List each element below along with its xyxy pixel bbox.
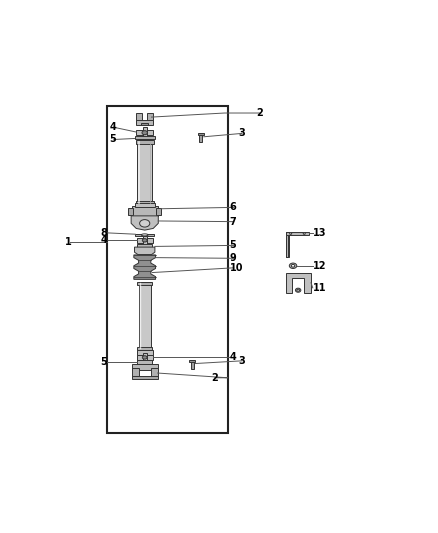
Text: 3: 3: [238, 356, 245, 366]
Ellipse shape: [303, 233, 305, 235]
Bar: [132, 376, 158, 379]
Bar: [143, 127, 147, 138]
Ellipse shape: [297, 289, 300, 291]
Text: 2: 2: [211, 373, 218, 383]
Bar: [198, 133, 204, 135]
Bar: [128, 208, 133, 214]
Bar: [136, 140, 154, 143]
Bar: [132, 364, 158, 370]
Bar: [189, 360, 195, 362]
Polygon shape: [134, 255, 155, 279]
Bar: [147, 113, 153, 123]
Ellipse shape: [142, 356, 147, 359]
Bar: [135, 233, 154, 236]
Text: 5: 5: [101, 357, 107, 367]
Text: 4: 4: [110, 122, 117, 132]
Text: 4: 4: [101, 235, 107, 245]
Bar: [137, 139, 152, 142]
Text: 1: 1: [65, 237, 72, 247]
Bar: [191, 360, 194, 369]
Bar: [136, 120, 153, 125]
Bar: [136, 201, 154, 205]
Ellipse shape: [295, 288, 301, 292]
Text: 8: 8: [100, 228, 107, 238]
Ellipse shape: [140, 220, 150, 227]
Text: 5: 5: [230, 240, 237, 251]
Text: 9: 9: [230, 253, 237, 263]
Text: 13: 13: [314, 228, 327, 238]
Text: 2: 2: [257, 108, 264, 118]
Polygon shape: [286, 272, 311, 293]
Bar: [137, 238, 153, 243]
Ellipse shape: [290, 263, 297, 269]
Bar: [137, 282, 152, 285]
Bar: [151, 368, 158, 378]
Bar: [136, 130, 153, 135]
Bar: [286, 232, 289, 257]
Bar: [136, 113, 142, 123]
Ellipse shape: [142, 239, 147, 242]
Polygon shape: [134, 247, 155, 255]
Text: 11: 11: [314, 283, 327, 293]
Text: 4: 4: [230, 352, 237, 362]
Bar: [286, 235, 288, 256]
Text: 5: 5: [110, 134, 117, 144]
Text: 3: 3: [238, 128, 245, 139]
Ellipse shape: [290, 233, 292, 235]
Bar: [137, 350, 153, 355]
Polygon shape: [131, 216, 158, 230]
Bar: [107, 106, 228, 433]
Bar: [137, 140, 152, 205]
Bar: [137, 347, 152, 350]
Ellipse shape: [291, 264, 295, 267]
Bar: [138, 282, 151, 350]
Text: 12: 12: [314, 261, 327, 271]
Bar: [132, 206, 158, 216]
Bar: [141, 123, 148, 125]
Text: 7: 7: [230, 216, 237, 227]
Ellipse shape: [141, 234, 148, 236]
Bar: [137, 244, 152, 248]
Bar: [134, 203, 155, 207]
Bar: [286, 232, 309, 235]
Bar: [199, 133, 202, 142]
Text: 6: 6: [230, 203, 237, 212]
Text: 10: 10: [230, 263, 243, 273]
Bar: [156, 208, 161, 214]
Bar: [143, 236, 147, 245]
Bar: [137, 355, 153, 360]
Ellipse shape: [142, 131, 148, 135]
Bar: [134, 136, 155, 140]
Bar: [143, 353, 147, 362]
Bar: [137, 360, 152, 364]
Bar: [132, 368, 138, 378]
